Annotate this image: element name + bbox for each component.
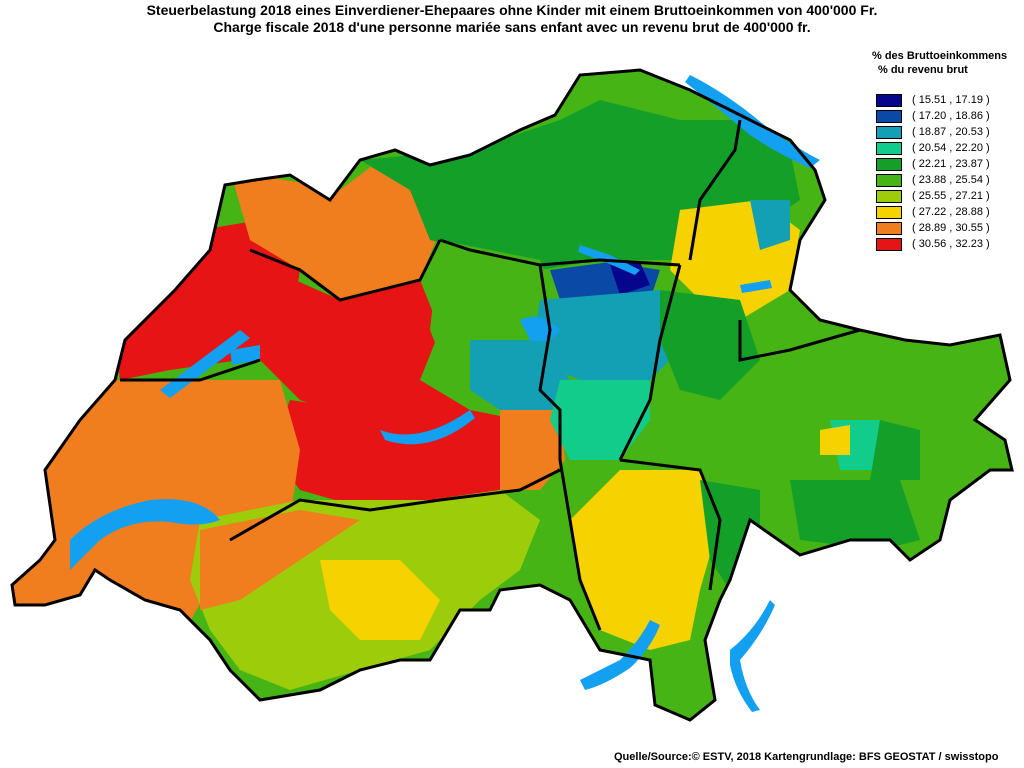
legend-swatch bbox=[876, 110, 902, 123]
legend-label: ( 25.55 , 27.21 ) bbox=[912, 190, 990, 202]
region-ticino bbox=[570, 470, 720, 650]
legend-label: ( 18.87 , 20.53 ) bbox=[912, 126, 990, 138]
region-north-jura bbox=[230, 160, 440, 300]
legend-label: ( 17.20 , 18.86 ) bbox=[912, 110, 990, 122]
lake-maggiore bbox=[580, 620, 660, 690]
region-engadin-east bbox=[870, 420, 920, 480]
legend-item: ( 15.51 , 17.19 ) bbox=[876, 93, 1016, 109]
lake-biel bbox=[230, 345, 260, 365]
legend-swatch bbox=[876, 126, 902, 139]
legend-item: ( 17.20 , 18.86 ) bbox=[876, 109, 1016, 125]
legend-swatch bbox=[876, 174, 902, 187]
region-grisons-yellow bbox=[820, 425, 850, 455]
border-ticino-east bbox=[619, 458, 722, 591]
lake-thun-brienz bbox=[380, 410, 475, 445]
legend-item: ( 18.87 , 20.53 ) bbox=[876, 125, 1016, 141]
source-credit: Quelle/Source:© ESTV, 2018 Kartengrundla… bbox=[614, 751, 999, 763]
legend-swatch bbox=[876, 222, 902, 235]
legend-label: ( 20.54 , 22.20 ) bbox=[912, 142, 990, 154]
region-fribourg bbox=[200, 380, 300, 540]
region-central-orange bbox=[500, 410, 565, 490]
lake-geneva bbox=[70, 499, 220, 570]
legend-item: ( 23.88 , 25.54 ) bbox=[876, 173, 1016, 189]
border-thurgau bbox=[688, 119, 742, 261]
region-zug-dark bbox=[610, 262, 650, 295]
map-title-de: Steuerbelastung 2018 eines Einverdiener-… bbox=[146, 2, 878, 18]
legend-swatch bbox=[876, 206, 902, 219]
border-ticino-west bbox=[558, 459, 602, 631]
border-valais-north bbox=[229, 468, 561, 542]
canton-borders bbox=[10, 68, 1014, 722]
region-glarus bbox=[660, 290, 760, 400]
legend-item: ( 30.56 , 32.23 ) bbox=[876, 237, 1016, 253]
legend-swatch bbox=[876, 94, 902, 107]
region-grisons-east bbox=[910, 340, 1010, 420]
region-aargau bbox=[430, 240, 560, 380]
legend-swatch bbox=[876, 158, 902, 171]
legend-label: ( 22.21 , 23.87 ) bbox=[912, 158, 990, 170]
region-valais-yellow bbox=[320, 560, 440, 640]
map-title-fr: Charge fiscale 2018 d'une personne marié… bbox=[213, 19, 811, 35]
legend-swatch bbox=[876, 142, 902, 155]
region-bern-north bbox=[250, 260, 440, 420]
legend-heading-de: % des Bruttoeinkommens bbox=[872, 50, 1008, 62]
legend-item: ( 25.55 , 27.21 ) bbox=[876, 189, 1016, 205]
legend-label: ( 23.88 , 25.54 ) bbox=[912, 174, 990, 186]
region-grisons-south bbox=[790, 480, 920, 550]
legend-swatch bbox=[876, 238, 902, 251]
legend-item: ( 27.22 , 28.88 ) bbox=[876, 205, 1016, 221]
legend-item: ( 20.54 , 22.20 ) bbox=[876, 141, 1016, 157]
region-schwyz bbox=[530, 290, 680, 380]
region-appenzell bbox=[750, 200, 790, 250]
legend-label: ( 27.22 , 28.88 ) bbox=[912, 206, 990, 218]
border-vaud-north bbox=[120, 358, 261, 382]
legend-item: ( 22.21 , 23.87 ) bbox=[876, 157, 1016, 173]
lake-walen bbox=[740, 280, 772, 293]
legend-label: ( 30.56 , 32.23 ) bbox=[912, 238, 990, 250]
border-glarus-west bbox=[618, 264, 682, 461]
legend-item: ( 28.89 , 30.55 ) bbox=[876, 221, 1016, 237]
border-grisons-north bbox=[738, 320, 861, 362]
legend-label: ( 28.89 , 30.55 ) bbox=[912, 222, 990, 234]
region-uri bbox=[550, 380, 650, 460]
legend-label: ( 15.51 , 17.19 ) bbox=[912, 94, 990, 106]
legend-swatch bbox=[876, 190, 902, 203]
legend-heading-fr: % du revenu brut bbox=[878, 64, 968, 76]
region-bern-oberland bbox=[270, 380, 560, 510]
border-bern-solothurn bbox=[249, 239, 442, 302]
lake-como bbox=[730, 600, 775, 712]
legend: ( 15.51 , 17.19 ) ( 17.20 , 18.86 ) ( 18.8… bbox=[876, 93, 1016, 253]
border-central bbox=[538, 264, 562, 460]
